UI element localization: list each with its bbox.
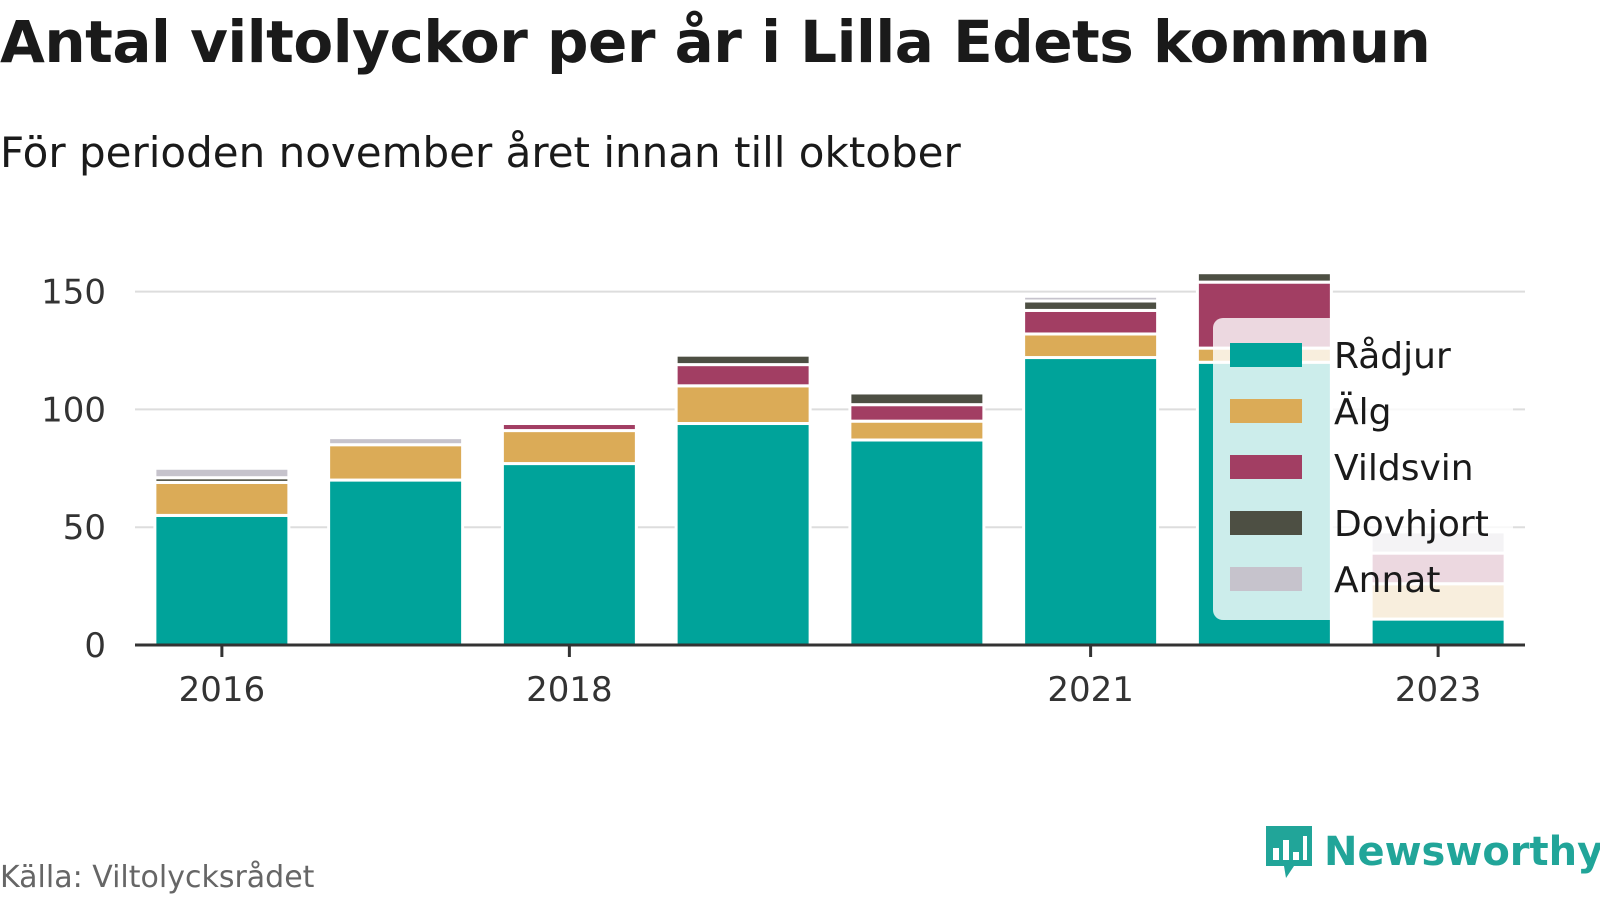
legend-swatch-rådjur: [1230, 343, 1302, 367]
bar-älg-2021: [1022, 332, 1160, 360]
brand-name: Newsworthy: [1324, 829, 1600, 875]
bar-annat-2016: [153, 466, 291, 480]
bar-älg-2016: [153, 480, 291, 517]
bar-älg-2018: [500, 429, 638, 466]
bar-dovhjort-2022: [1195, 271, 1333, 284]
bar-vildsvin-2021: [1022, 308, 1160, 336]
source-note: Källa: Viltolycksrådet: [0, 860, 315, 895]
x-tick-label: 2023: [1395, 670, 1482, 710]
x-tick-label: 2018: [526, 670, 613, 710]
bar-vildsvin-2020: [848, 403, 986, 423]
bar-rådjur-2016: [153, 513, 291, 647]
legend: Rådjur Älg Vildsvin Dovhjort Annat: [1213, 318, 1513, 620]
legend-box: [1213, 318, 1513, 620]
legend-swatch-älg: [1230, 399, 1302, 423]
bar-rådjur-2023: [1369, 617, 1507, 647]
legend-label-rådjur: Rådjur: [1334, 336, 1451, 377]
x-tick-label: 2021: [1047, 670, 1134, 710]
legend-swatch-dovhjort: [1230, 511, 1302, 535]
bar-rådjur-2017: [327, 478, 465, 647]
legend-swatch-vildsvin: [1230, 455, 1302, 479]
bar-vildsvin-2019: [674, 363, 812, 388]
bar-chart-speech-bubble-icon: [1266, 826, 1312, 878]
bar-chart: 0 50 100 150 2016 2018 2021 2023 Rådjur Älg Vild…: [41, 271, 1525, 710]
bar-annat-2020: [848, 389, 986, 395]
legend-label-annat: Annat: [1334, 560, 1440, 601]
bar-annat-2017: [327, 436, 465, 447]
legend-label-älg: Älg: [1334, 391, 1391, 433]
chart-subtitle: För perioden november året innan till ok…: [0, 128, 961, 177]
bar-älg-2020: [848, 419, 986, 442]
bar-älg-2019: [674, 384, 812, 426]
newsworthy-logo[interactable]: Newsworthy: [1262, 822, 1600, 882]
y-axis-ticks: 0 50 100 150: [41, 273, 106, 666]
bar-dovhjort-2019: [674, 353, 812, 367]
y-tick-label: 0: [84, 626, 106, 666]
y-tick-label: 100: [41, 390, 106, 430]
x-tick-label: 2016: [179, 670, 266, 710]
bar-rådjur-2020: [848, 438, 986, 647]
x-axis: 2016 2018 2021 2023: [135, 643, 1525, 710]
bar-annat-2021: [1022, 294, 1160, 303]
bar-rådjur-2018: [500, 462, 638, 647]
chart-title: Antal viltolyckor per år i Lilla Edets k…: [0, 8, 1431, 76]
bar-rådjur-2019: [674, 422, 812, 647]
bar-dovhjort-2020: [848, 391, 986, 407]
legend-label-dovhjort: Dovhjort: [1334, 504, 1489, 545]
legend-swatch-annat: [1230, 567, 1302, 591]
y-tick-label: 150: [41, 273, 106, 313]
bar-vildsvin-2018: [500, 422, 638, 433]
bar-älg-2017: [327, 443, 465, 482]
bar-rådjur-2021: [1022, 356, 1160, 647]
legend-label-vildsvin: Vildsvin: [1334, 448, 1474, 489]
y-tick-label: 50: [63, 508, 106, 548]
